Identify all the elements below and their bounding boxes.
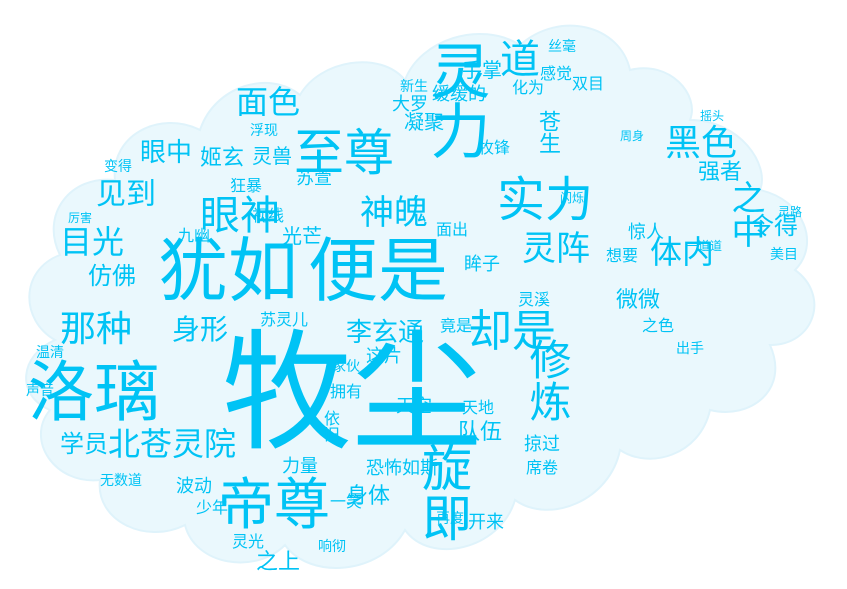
word-xiangche: 响彻 (318, 539, 346, 555)
word-beicang: 北苍灵院 (108, 425, 237, 463)
word-zhepian: 这片 (366, 346, 402, 367)
word-shengyin: 声音 (26, 383, 54, 399)
word-bianshi: 便是 (308, 230, 448, 312)
word-lingxi: 灵溪 (518, 290, 551, 309)
word-jingshi: 竟是 (440, 316, 473, 335)
word-bodong: 波动 (176, 476, 212, 497)
word-kailai: 开来 (468, 512, 504, 533)
word-shuangmu: 双目 (572, 74, 605, 93)
word-zhizun: 至尊 (294, 124, 394, 182)
word-meimu: 美目 (770, 247, 798, 263)
word-mianse: 面色 (236, 83, 301, 121)
word-kuangbao: 狂暴 (230, 176, 263, 195)
word-jingren: 惊人 (628, 222, 664, 243)
word-zhoushen: 周身 (620, 129, 645, 143)
word-mouzi: 眸子 (464, 254, 500, 275)
word-luoli: 洛璃 (28, 354, 160, 431)
word-dizun: 帝尊 (218, 473, 330, 538)
word-yanzhong: 眼中 (140, 138, 193, 168)
word-kongbu: 恐怖如斯 (366, 458, 438, 479)
word-tinei: 体内 (650, 233, 715, 271)
word-lingzhen: 灵阵 (522, 229, 590, 269)
word-xiangyao: 想要 (606, 246, 639, 265)
word-yixiao: 一笑 (330, 492, 363, 511)
word-linglu: 灵路 (778, 205, 803, 219)
word-zhishang: 之上 (256, 550, 301, 575)
word-liliang: 力量 (282, 456, 318, 477)
word-shouzhang: 手掌 (462, 58, 502, 82)
word-xueyuan: 学员 (60, 430, 108, 458)
word-lixuantong: 李玄通 (346, 318, 425, 348)
word-xinsheng: 新生 (400, 79, 428, 95)
word-jixuan: 姬玄 (200, 146, 245, 171)
word-shenpo: 神魄 (360, 193, 428, 233)
word-mianchu: 面出 (436, 220, 469, 239)
word-lueguo: 掠过 (524, 434, 560, 455)
word-lingli: 灵力 (420, 40, 490, 160)
word-qiangzhe: 强者 (698, 160, 743, 185)
word-lihai: 厉害 (68, 211, 93, 225)
word-yijiu: 依旧 (321, 410, 340, 442)
word-queshi: 却是 (468, 306, 556, 357)
word-mufeng: 牧锋 (478, 138, 511, 157)
word-duiwu: 队伍 (458, 420, 503, 445)
word-shenti: 身体 (346, 484, 391, 509)
word-muguang: 目光 (60, 223, 125, 261)
word-shaonian: 少年 (196, 498, 229, 517)
word-wushudao: 无数道 (100, 473, 142, 489)
word-ruru: 犹如 (158, 230, 298, 312)
word-xijuan: 席卷 (526, 458, 559, 477)
word-huawei: 化为 (512, 78, 545, 97)
word-fuxian: 浮现 (250, 123, 278, 139)
word-tiankong: 天空 (396, 396, 432, 417)
word-suxuan: 苏萱 (296, 168, 332, 189)
word-lingshou: 灵兽 (252, 144, 292, 168)
word-ganjue: 感觉 (540, 64, 573, 83)
word-sihao: 丝毫 (548, 39, 576, 55)
word-fangfo: 仿佛 (88, 262, 136, 290)
word-yanshen: 眼神 (200, 193, 280, 239)
word-shenxing: 身形 (172, 313, 229, 346)
word-shili: 实力 (497, 172, 594, 228)
word-nazhong: 那种 (60, 309, 133, 350)
word-sulinger: 苏灵儿 (260, 310, 309, 329)
word-zhizhong: 之中 (725, 180, 765, 248)
word-muchen: 牧尘 (222, 317, 483, 469)
word-lingde: 令得 (750, 212, 798, 240)
word-jiahuo: 家伙 (332, 359, 360, 375)
word-cangsheng: 苍生 (535, 110, 560, 154)
word-yongyou: 拥有 (330, 382, 363, 401)
word-biande: 变得 (104, 159, 132, 175)
word-dao: 道 (500, 37, 540, 83)
word-weiwei: 微微 (616, 288, 661, 313)
word-huanhuan: 缓缓的 (432, 84, 486, 105)
word-lingguang: 灵光 (232, 532, 265, 551)
word-shixian: 视线 (252, 206, 285, 225)
word-yidaodao: 一道道 (686, 239, 723, 253)
word-zhise: 之色 (642, 316, 675, 335)
word-xiulian: 修炼 (523, 338, 572, 422)
word-ningju: 凝聚 (404, 110, 444, 134)
word-guangmang: 光芒 (282, 224, 322, 248)
word-shanshuo: 闪烁 (560, 191, 585, 205)
word-heise: 黑色 (665, 123, 738, 164)
word-chushou: 出手 (676, 341, 704, 357)
word-zaidu: 再度 (436, 511, 464, 527)
word-jiuyou: 九幽 (178, 226, 211, 245)
word-daluo: 大罗 (392, 94, 428, 115)
word-jiandao: 见到 (96, 177, 156, 212)
word-wenqing: 温清 (36, 345, 64, 361)
word-yaotou: 摇头 (700, 109, 725, 123)
word-tiandi: 天地 (462, 398, 495, 417)
word-xuanji: 旋即 (414, 442, 472, 542)
